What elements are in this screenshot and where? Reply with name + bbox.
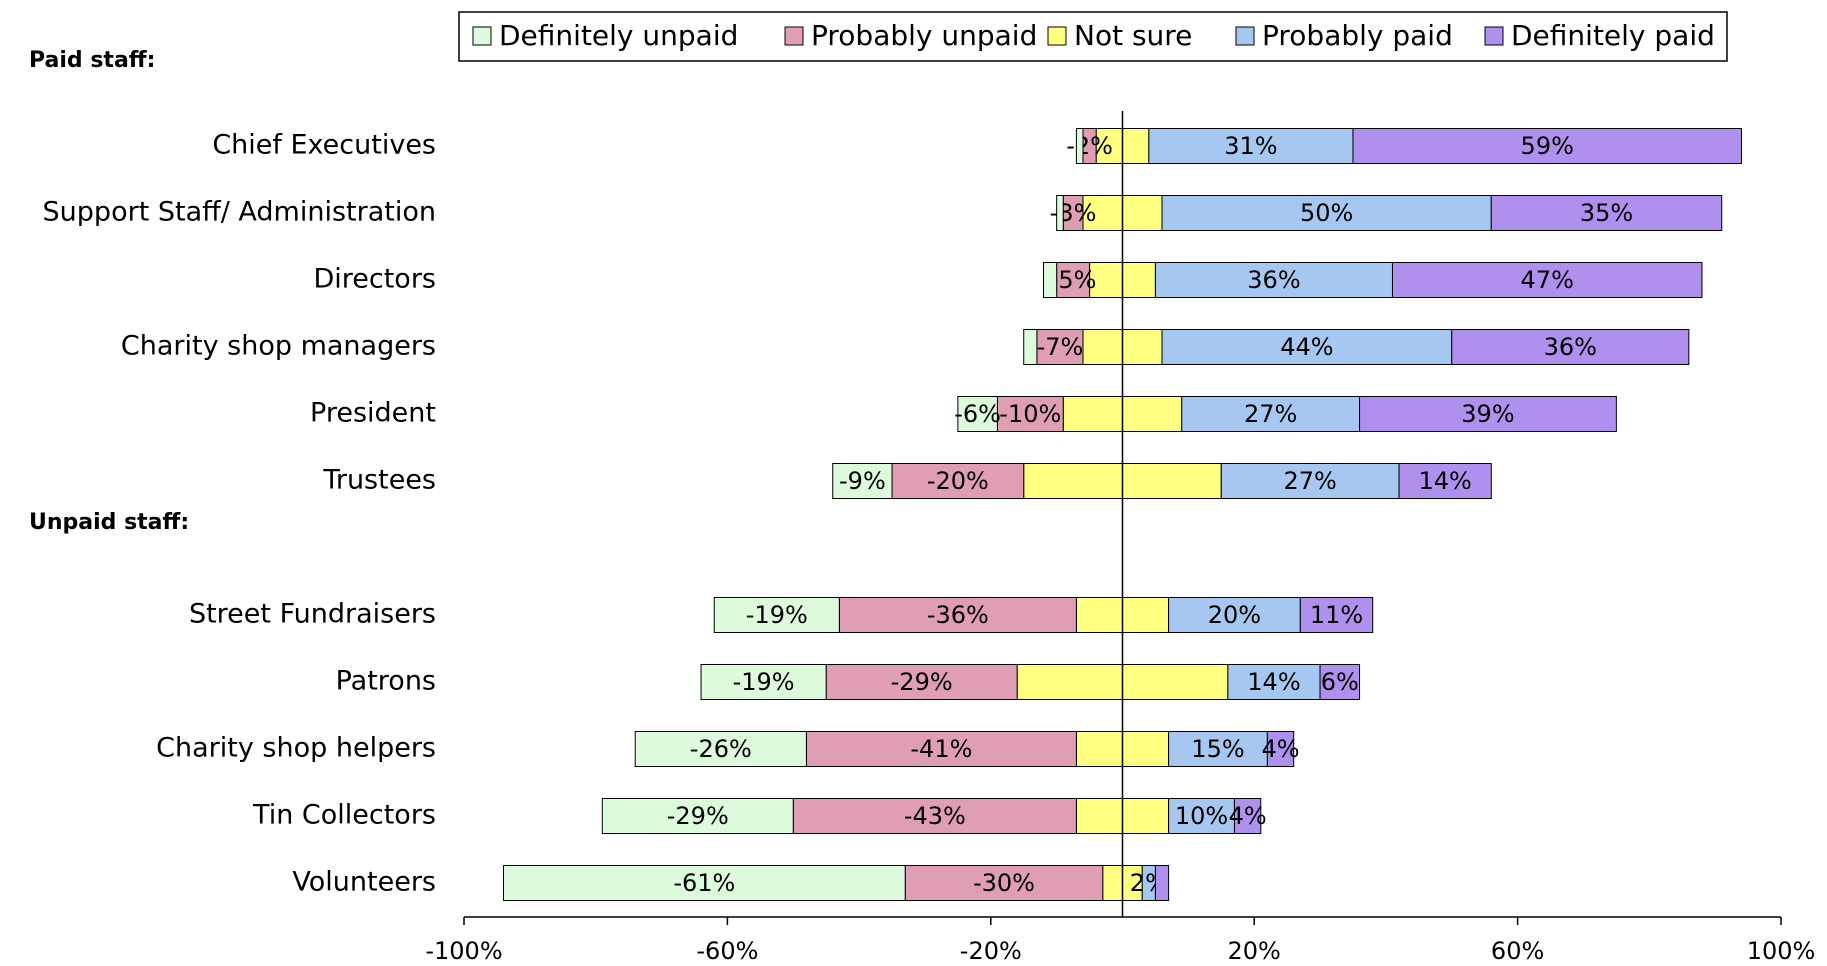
data-label: 50% — [1300, 199, 1353, 227]
data-label: -30% — [973, 869, 1035, 897]
legend-swatch — [1236, 27, 1254, 45]
data-label: 31% — [1224, 132, 1277, 160]
category-label: Charity shop helpers — [156, 733, 436, 764]
chart: Paid staff: Unpaid staff: Definitely unp… — [0, 0, 1827, 966]
data-label: -41% — [910, 735, 972, 763]
x-tick-label: 60% — [1491, 937, 1544, 965]
legend-label: Probably paid — [1262, 19, 1453, 52]
category-label: Chief Executives — [212, 130, 436, 161]
legend-label: Not sure — [1074, 19, 1192, 52]
data-label: -10% — [999, 400, 1061, 428]
group-label: Paid staff: — [29, 48, 155, 73]
legend-swatch — [785, 27, 803, 45]
data-label: 39% — [1461, 400, 1514, 428]
category-label: President — [310, 398, 436, 429]
data-label: -19% — [746, 601, 808, 629]
bar-segment — [1155, 866, 1168, 901]
data-label: 27% — [1284, 467, 1337, 495]
data-label: 4% — [1229, 802, 1267, 830]
data-label: 14% — [1418, 467, 1471, 495]
legend-label: Definitely unpaid — [499, 19, 738, 52]
data-label: 44% — [1280, 333, 1333, 361]
category-label: Tin Collectors — [252, 800, 436, 831]
x-tick-label: 20% — [1228, 937, 1281, 965]
data-label: -19% — [733, 668, 795, 696]
legend-swatch — [1048, 27, 1066, 45]
category-label: Patrons — [336, 666, 436, 697]
data-label: -20% — [927, 467, 989, 495]
data-label: 15% — [1191, 735, 1244, 763]
data-label: 6% — [1321, 668, 1359, 696]
data-label: 47% — [1521, 266, 1574, 294]
data-label: 59% — [1521, 132, 1574, 160]
data-label: -26% — [690, 735, 752, 763]
category-label: Street Fundraisers — [189, 599, 436, 630]
category-label: Trustees — [322, 465, 436, 496]
data-label: -43% — [904, 802, 966, 830]
data-label: 10% — [1175, 802, 1228, 830]
data-label: 36% — [1544, 333, 1597, 361]
bar-segment — [1024, 330, 1037, 365]
data-label: 4% — [1262, 735, 1300, 763]
page: {"chart_data": {"type": "diverging-bar",… — [0, 0, 1827, 966]
category-label: Charity shop managers — [121, 331, 436, 362]
data-label: 35% — [1580, 199, 1633, 227]
legend-swatch — [473, 27, 491, 45]
category-label: Support Staff/ Administration — [43, 197, 436, 228]
data-label: 11% — [1310, 601, 1363, 629]
data-label: 36% — [1247, 266, 1300, 294]
bar-segment — [1057, 196, 1064, 231]
data-label: -36% — [927, 601, 989, 629]
bar-segment — [1076, 129, 1083, 164]
x-tick-label: -100% — [425, 937, 502, 965]
bar-segment — [1043, 263, 1056, 298]
data-label: -29% — [667, 802, 729, 830]
x-tick-label: -20% — [960, 937, 1022, 965]
data-label: -2% — [1066, 132, 1113, 160]
data-label: -29% — [891, 668, 953, 696]
legend-label: Probably unpaid — [811, 19, 1037, 52]
category-label: Volunteers — [292, 867, 436, 898]
x-tick-label: 100% — [1747, 937, 1816, 965]
x-tick-label: -60% — [696, 937, 758, 965]
group-label: Unpaid staff: — [29, 510, 189, 535]
data-label: -7% — [1037, 333, 1084, 361]
legend-swatch — [1485, 27, 1503, 45]
data-label: -6% — [954, 400, 1001, 428]
data-label: -9% — [839, 467, 886, 495]
data-label: 20% — [1208, 601, 1261, 629]
category-label: Directors — [313, 264, 436, 295]
legend-label: Definitely paid — [1511, 19, 1715, 52]
data-label: 27% — [1244, 400, 1297, 428]
data-label: -61% — [673, 869, 735, 897]
data-label: 14% — [1247, 668, 1300, 696]
